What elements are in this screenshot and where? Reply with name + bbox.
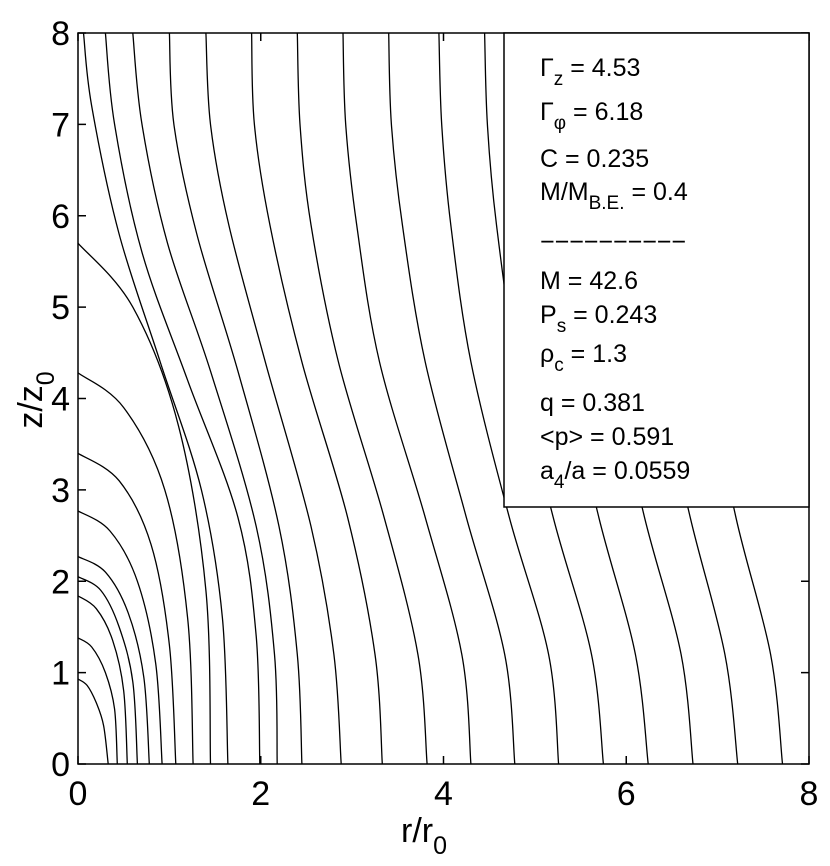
x-tick-label: 2 (251, 775, 270, 813)
y-tick-label: 2 (51, 563, 70, 601)
contour-line-18 (388, 32, 516, 765)
legend-line-10: <p> = 0.591 (540, 423, 674, 451)
legend-line-4: M/MB.E. = 0.4 (540, 178, 688, 214)
contour-line-4 (77, 576, 139, 765)
legend-line-8: ρc = 1.3 (540, 340, 627, 376)
contour-line-13 (168, 32, 303, 765)
legend-line-2: Γφ = 6.18 (540, 98, 643, 134)
x-axis-label: r/r0 (401, 812, 447, 860)
contour-line-16 (296, 32, 428, 765)
contour-line-15 (250, 32, 383, 765)
legend-frame (503, 32, 810, 508)
legend-line-1: Γz = 4.53 (540, 54, 640, 90)
contour-line-10 (82, 32, 229, 765)
y-tick-label: 4 (51, 381, 70, 419)
contour-line-8 (77, 372, 194, 765)
y-tick-label: 1 (51, 655, 70, 693)
y-tick-label: 7 (51, 106, 70, 144)
parameter-legend: Γz = 4.53 Γφ = 6.18 C = 0.235 M/MB.E. = 0.4… (503, 32, 810, 508)
contour-line-9 (77, 242, 212, 765)
contour-line-17 (342, 32, 472, 765)
x-tick-label: 0 (69, 775, 88, 813)
legend-line-6: M = 42.6 (540, 267, 638, 295)
contour-line-3 (77, 595, 128, 765)
contour-line-14 (205, 32, 342, 765)
y-tick-label: 5 (51, 289, 70, 327)
y-axis-label: z/z0 (12, 371, 60, 428)
contour-line-2 (77, 637, 118, 765)
x-tick-label: 4 (434, 775, 453, 813)
y-tick-label: 0 (51, 746, 70, 784)
x-tick-label: 6 (617, 775, 636, 813)
contour-line-1 (77, 678, 109, 765)
legend-line-7: Ps = 0.243 (540, 301, 657, 337)
y-tick-label: 3 (51, 472, 70, 510)
legend-line-9: q = 0.381 (540, 389, 645, 417)
contour-line-7 (77, 452, 177, 765)
contour-line-19 (438, 32, 560, 765)
legend-line-3: C = 0.235 (540, 145, 649, 173)
contour-line-11 (104, 32, 261, 765)
contour-line-6 (77, 510, 163, 765)
contour-line-12 (132, 32, 278, 765)
y-axis-ticks: 0 1 2 3 4 5 6 7 8 (51, 15, 809, 784)
legend-line-11: a4/a = 0.0559 (540, 457, 690, 493)
x-tick-label: 8 (800, 775, 819, 813)
y-tick-label: 6 (51, 198, 70, 236)
y-tick-label: 8 (51, 15, 70, 53)
contour-line-5 (77, 556, 150, 765)
legend-line-5: −−−−−−−−−− (540, 228, 686, 256)
